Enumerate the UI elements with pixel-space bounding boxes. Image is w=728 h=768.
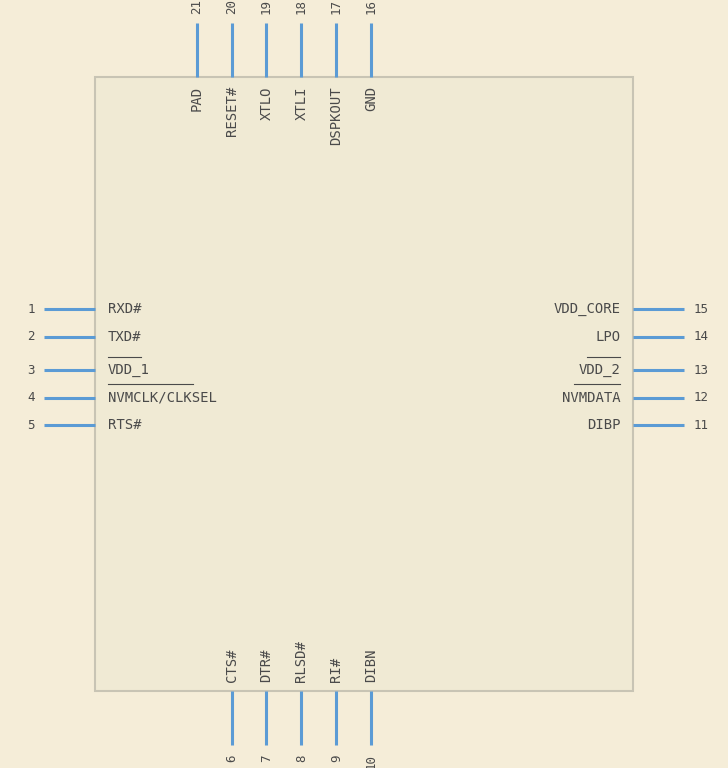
Text: 10: 10: [365, 754, 378, 768]
Text: 7: 7: [260, 754, 273, 762]
Text: LPO: LPO: [595, 329, 620, 344]
Text: 16: 16: [365, 0, 378, 14]
Text: RESET#: RESET#: [224, 86, 239, 136]
Text: DTR#: DTR#: [259, 648, 274, 682]
Text: 20: 20: [225, 0, 238, 14]
Text: 18: 18: [295, 0, 308, 14]
Text: 2: 2: [28, 330, 35, 343]
Text: 11: 11: [693, 419, 708, 432]
Text: NVMDATA: NVMDATA: [561, 390, 620, 405]
Text: 15: 15: [693, 303, 708, 316]
Text: DIBP: DIBP: [587, 418, 620, 432]
Text: 5: 5: [28, 419, 35, 432]
Text: 3: 3: [28, 364, 35, 377]
Text: RTS#: RTS#: [108, 418, 141, 432]
Text: RLSD#: RLSD#: [294, 640, 309, 682]
Text: 17: 17: [330, 0, 343, 14]
Text: 14: 14: [693, 330, 708, 343]
Text: CTS#: CTS#: [224, 648, 239, 682]
Text: VDD_1: VDD_1: [108, 363, 150, 378]
Text: GND: GND: [364, 86, 379, 111]
Text: 21: 21: [190, 0, 203, 14]
Text: PAD: PAD: [189, 86, 204, 111]
Text: NVMCLK/CLKSEL: NVMCLK/CLKSEL: [108, 390, 217, 405]
Text: 1: 1: [28, 303, 35, 316]
Text: DSPKOUT: DSPKOUT: [329, 86, 344, 144]
Text: VDD_2: VDD_2: [578, 363, 620, 378]
Text: 8: 8: [295, 754, 308, 762]
Bar: [95, 77, 633, 691]
Text: XTLO: XTLO: [259, 86, 274, 120]
Text: RXD#: RXD#: [108, 302, 141, 316]
Text: 6: 6: [225, 754, 238, 762]
Text: 19: 19: [260, 0, 273, 14]
Text: DIBN: DIBN: [364, 648, 379, 682]
Text: XTLI: XTLI: [294, 86, 309, 120]
Text: 13: 13: [693, 364, 708, 377]
Text: RI#: RI#: [329, 657, 344, 682]
Text: 12: 12: [693, 391, 708, 404]
Text: TXD#: TXD#: [108, 329, 141, 344]
Text: 9: 9: [330, 754, 343, 762]
Text: 4: 4: [28, 391, 35, 404]
Text: VDD_CORE: VDD_CORE: [553, 302, 620, 316]
